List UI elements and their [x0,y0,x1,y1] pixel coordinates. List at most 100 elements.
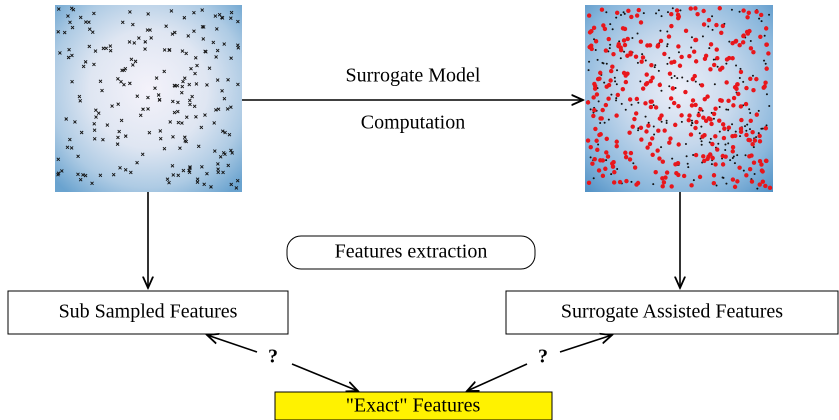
sample-point [129,57,134,62]
sample-point [715,56,720,61]
sample-point [702,96,707,102]
sample-point [135,94,140,98]
sample-point [56,30,61,34]
sample-point [193,56,198,60]
sample-point [178,146,182,150]
sample-point [749,153,754,158]
sample-point [236,46,241,50]
sample-point [203,113,207,117]
sample-point [644,115,647,118]
sample-point [614,80,617,83]
sample-point [674,170,679,176]
sample-point [158,129,163,133]
sample-point [587,30,593,35]
sample-point [758,34,763,39]
sample-point [757,159,763,164]
sample-point [586,13,592,18]
sample-point [180,49,185,53]
sample-point [711,15,714,18]
sample-point [128,81,132,86]
sample-point [94,115,98,119]
sample-point [758,12,764,18]
sample-point [695,11,700,17]
sample-point [630,180,633,183]
sample-point [681,173,687,179]
sample-point [763,80,768,85]
sample-point [725,62,728,65]
sample-point [751,160,757,165]
sample-point [717,118,722,123]
sample-point [90,181,94,186]
sample-point [131,63,135,67]
sample-point [713,134,718,139]
sample-point [110,104,114,108]
sample-point [104,46,109,51]
sample-point [611,28,614,31]
sample-point [92,62,96,67]
sample-point [724,80,729,85]
sample-point [222,42,227,46]
sample-point [744,132,749,138]
sample-point [69,146,74,150]
sample-point [753,173,756,176]
sample-point [700,143,703,146]
sample-point [660,120,663,123]
sample-point [176,173,181,178]
sample-point [692,179,695,182]
sample-point [108,48,113,53]
sample-point [180,121,184,125]
sample-point [746,123,749,126]
sample-point [222,96,227,101]
sample-point [732,85,738,90]
sample-point [731,103,736,108]
sample-point [673,162,678,167]
sample-point [108,44,113,48]
sample-point [68,137,72,142]
sample-point [632,165,638,170]
sample-point [180,84,185,89]
sample-point [739,67,742,70]
arrow [207,335,258,353]
sample-point [698,132,701,135]
sample-point [129,170,133,175]
sample-point [725,182,728,185]
sample-point [677,63,683,68]
sample-point [684,142,687,145]
sample-point [696,113,701,118]
sample-point [220,15,224,20]
sample-point [634,182,639,187]
sample-point [733,162,736,165]
sample-point [675,15,681,21]
sample-point [618,48,624,53]
sample-point [751,74,754,77]
sample-point [606,36,611,42]
sample-point [76,154,80,159]
sample-point [229,56,233,60]
sample-point [127,40,132,44]
sample-point [182,76,187,81]
sample-point [621,70,627,76]
sample-point [726,55,732,61]
sample-point [687,53,692,59]
sample-point [123,168,128,172]
sample-point [720,23,726,29]
sample-point [738,69,744,75]
sample-point [736,154,739,157]
sample-point [195,63,199,68]
sample-point [65,145,70,150]
sample-point [751,50,756,55]
sample-point [100,88,104,93]
sample-point [719,30,724,35]
sample-point [745,15,750,20]
sample-point [673,75,676,78]
sample-heatmap [55,5,242,192]
sample-point [741,33,746,39]
sample-point [757,132,760,135]
sample-point [667,71,673,76]
sample-point [757,139,763,144]
sample-point [620,26,626,31]
sample-point [715,184,718,187]
sample-point [189,66,193,71]
sample-point [671,157,674,160]
sample-point [731,123,734,126]
